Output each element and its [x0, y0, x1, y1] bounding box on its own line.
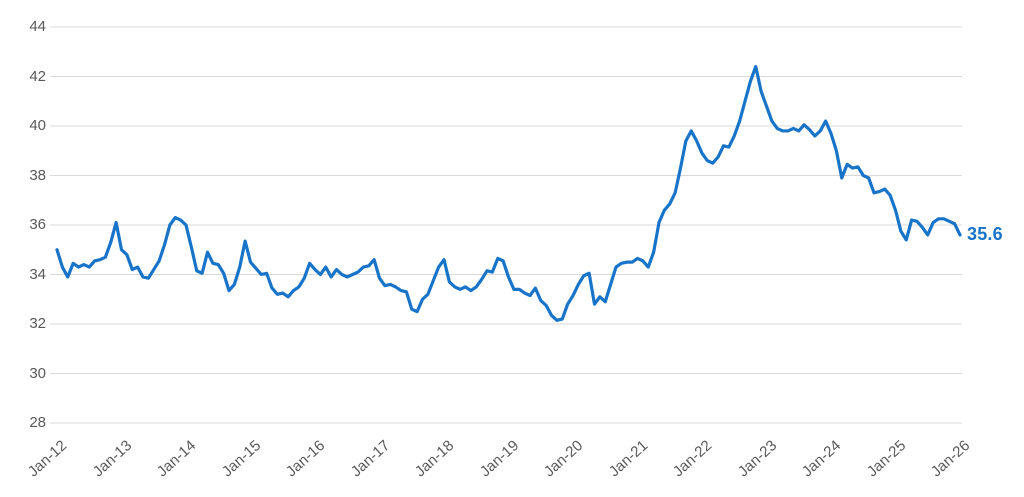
y-axis-tick-label: 36: [29, 216, 46, 233]
y-axis-tick-label: 32: [29, 315, 46, 332]
y-axis-tick-label: 38: [29, 166, 46, 184]
y-axis-tick-label: 42: [29, 67, 46, 85]
y-axis-tick-label: 28: [29, 414, 46, 431]
y-axis-tick-label: 30: [29, 364, 46, 382]
data-series-line: [55, 65, 962, 322]
series-end-value-label: 35.6: [967, 223, 1003, 244]
y-axis-tick-label: 34: [29, 265, 46, 283]
y-axis-tick-label: 40: [29, 117, 46, 134]
y-axis-tick-label: 44: [29, 18, 46, 35]
